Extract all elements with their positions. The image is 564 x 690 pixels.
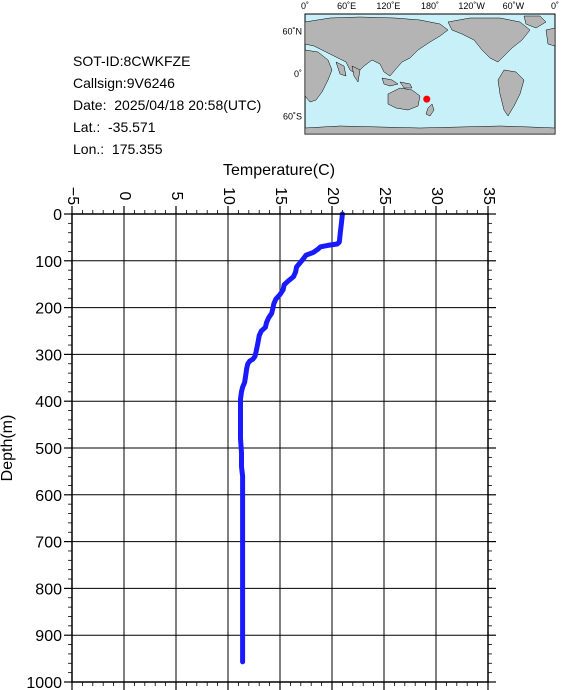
callsign-text: Callsign:9V6246	[73, 75, 175, 91]
y-tick-label: 1000	[26, 675, 62, 690]
y-tick-label: 800	[35, 581, 62, 598]
y-tick-label: 300	[35, 347, 62, 364]
x-tick-label: 10	[220, 187, 237, 205]
x-tick-label: 30	[428, 187, 445, 205]
x-tick-label: 20	[324, 187, 341, 205]
y-tick-label: 700	[35, 535, 62, 552]
y-axis-label: Depth(m)	[0, 415, 16, 482]
x-tick-label: 5	[168, 192, 185, 201]
y-tick-label: 900	[35, 628, 62, 645]
position-marker	[423, 95, 431, 103]
x-axis-label: Temperature(C)	[223, 162, 335, 179]
station-info: SOT-ID:8CWKFZE Callsign:9V6246 Date: 202…	[73, 50, 261, 160]
sot-id-text: SOT-ID:8CWKFZE	[73, 53, 191, 69]
temperature-profile-line	[238, 211, 345, 665]
y-tick-label: 400	[35, 394, 62, 411]
x-tick-label: 15	[272, 187, 289, 205]
map-lat-label: 60˚N	[282, 27, 302, 37]
world-map: 0˚ 60˚E 120˚E 180˚ 120˚W 60˚W 0˚ 60˚N 0˚ 60˚S	[282, 1, 559, 135]
x-tick-label: 35	[480, 187, 497, 205]
map-lon-label: 0˚	[301, 1, 309, 11]
map-lon-label: 60˚W	[503, 1, 525, 11]
map-lon-label: 180˚	[421, 1, 439, 11]
y-tick-label: 500	[35, 441, 62, 458]
date-text: Date: 2025/04/18 20:58(UTC)	[73, 97, 262, 113]
map-lat-label: 0˚	[294, 69, 302, 79]
y-tick-label: 100	[35, 254, 62, 271]
x-tick-label: 25	[376, 187, 393, 205]
map-lon-label: 0˚	[551, 1, 559, 11]
map-lon-label: 60˚E	[337, 1, 356, 11]
x-tick-label: 0	[116, 192, 133, 201]
plot-frame	[71, 213, 489, 683]
map-land	[304, 15, 556, 135]
y-tick-label: 200	[35, 301, 62, 318]
y-tick-label: 0	[53, 207, 62, 224]
map-lon-label: 120˚W	[458, 1, 485, 11]
map-lon-label: 120˚E	[376, 1, 400, 11]
x-tick-label: −5	[64, 187, 81, 205]
longitude-text: Lon.: 175.355	[73, 141, 163, 157]
map-lat-label: 60˚S	[283, 111, 302, 121]
y-tick-label: 600	[35, 488, 62, 505]
latitude-text: Lat.: -35.571	[73, 119, 156, 135]
